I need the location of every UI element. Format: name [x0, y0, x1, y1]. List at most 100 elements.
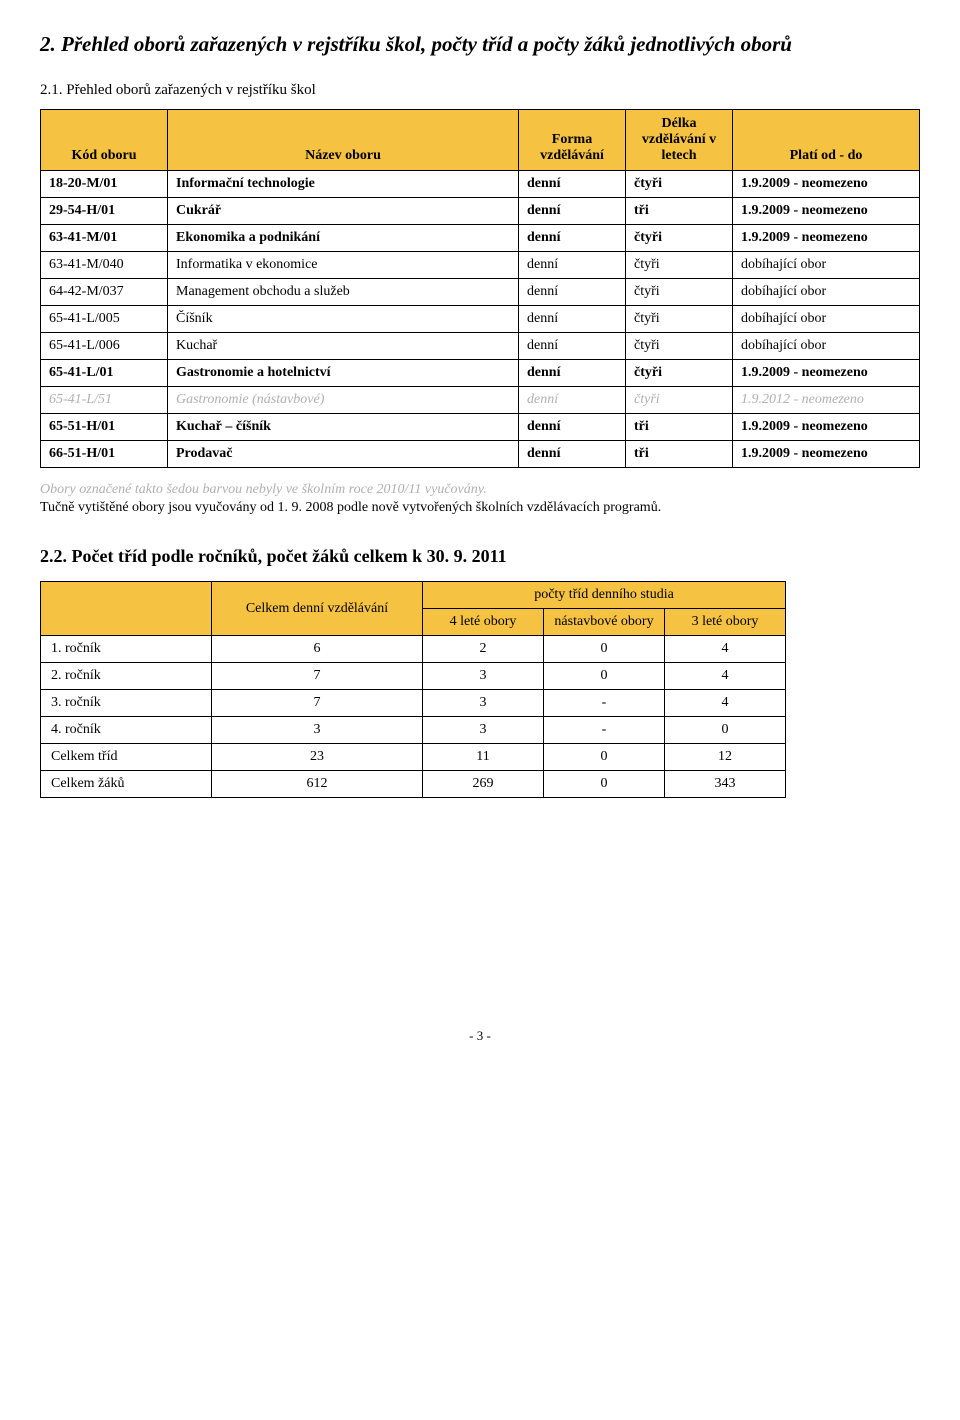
col-celkem: Celkem denní vzdělávání	[212, 582, 423, 636]
cell-nazev: Kuchař – číšník	[168, 414, 519, 441]
cell-nazev: Ekonomika a podnikání	[168, 225, 519, 252]
table-row: Celkem žáků6122690343	[41, 771, 786, 798]
cell-kod: 18-20-M/01	[41, 171, 168, 198]
sub-heading-1: 2.1. Přehled oborů zařazených v rejstřík…	[40, 82, 920, 99]
table-row: 1. ročník6204	[41, 636, 786, 663]
cell-celkem: 7	[212, 663, 423, 690]
col-kod: Kód oboru	[41, 110, 168, 171]
cell-plati: 1.9.2009 - neomezeno	[733, 441, 920, 468]
cell-plati: 1.9.2009 - neomezeno	[733, 414, 920, 441]
table-row: 63-41-M/040Informatika v ekonomicedenníč…	[41, 252, 920, 279]
table-row: 18-20-M/01Informační technologiedenníčty…	[41, 171, 920, 198]
table-row: 65-41-L/006Kuchařdenníčtyřidobíhající ob…	[41, 333, 920, 360]
cell-plati: 1.9.2009 - neomezeno	[733, 171, 920, 198]
col-3lete: 3 leté obory	[665, 609, 786, 636]
cell-kod: 65-41-L/01	[41, 360, 168, 387]
cell-c3: 12	[665, 744, 786, 771]
cell-forma: denní	[519, 306, 626, 333]
cell-nazev: Informační technologie	[168, 171, 519, 198]
cell-plati: dobíhající obor	[733, 279, 920, 306]
cell-nazev: Informatika v ekonomice	[168, 252, 519, 279]
cell-forma: denní	[519, 171, 626, 198]
cell-kod: 65-51-H/01	[41, 414, 168, 441]
table-row: 66-51-H/01Prodavačdennítři1.9.2009 - neo…	[41, 441, 920, 468]
cell-nast: 0	[544, 744, 665, 771]
cell-forma: denní	[519, 333, 626, 360]
col-forma: Forma vzdělávání	[519, 110, 626, 171]
table-row: 29-54-H/01Cukrářdennítři1.9.2009 - neome…	[41, 198, 920, 225]
cell-forma: denní	[519, 441, 626, 468]
table-row: 64-42-M/037Management obchodu a služebde…	[41, 279, 920, 306]
cell-forma: denní	[519, 252, 626, 279]
cell-forma: denní	[519, 279, 626, 306]
cell-kod: 65-41-L/005	[41, 306, 168, 333]
cell-c4: 3	[423, 663, 544, 690]
cell-forma: denní	[519, 198, 626, 225]
col-group-pocty: počty tříd denního studia	[423, 582, 786, 609]
cell-plati: 1.9.2009 - neomezeno	[733, 225, 920, 252]
table-row: 63-41-M/01Ekonomika a podnikánídenníčtyř…	[41, 225, 920, 252]
cell-celkem: 6	[212, 636, 423, 663]
table-row: 2. ročník7304	[41, 663, 786, 690]
table-row: 65-41-L/005Číšníkdenníčtyřidobíhající ob…	[41, 306, 920, 333]
cell-lbl: 4. ročník	[41, 717, 212, 744]
cell-forma: denní	[519, 387, 626, 414]
col-nazev: Název oboru	[168, 110, 519, 171]
cell-celkem: 612	[212, 771, 423, 798]
cell-delka: čtyři	[626, 360, 733, 387]
cell-delka: čtyři	[626, 387, 733, 414]
cell-c3: 343	[665, 771, 786, 798]
cell-nast: -	[544, 717, 665, 744]
cell-delka: čtyři	[626, 252, 733, 279]
cell-c4: 11	[423, 744, 544, 771]
cell-plati: dobíhající obor	[733, 333, 920, 360]
cell-plati: 1.9.2009 - neomezeno	[733, 198, 920, 225]
page-number: - 3 -	[40, 1028, 920, 1044]
cell-forma: denní	[519, 225, 626, 252]
cell-nazev: Kuchař	[168, 333, 519, 360]
table-row: Celkem tříd2311012	[41, 744, 786, 771]
cell-c4: 269	[423, 771, 544, 798]
blank-header	[41, 582, 212, 636]
col-nastavbove: nástavbové obory	[544, 609, 665, 636]
cell-kod: 29-54-H/01	[41, 198, 168, 225]
class-counts-table: Celkem denní vzdělávání počty tříd denní…	[40, 581, 786, 798]
col-delka: Délka vzdělávání v letech	[626, 110, 733, 171]
cell-plati: 1.9.2012 - neomezeno	[733, 387, 920, 414]
cell-delka: čtyři	[626, 279, 733, 306]
cell-c4: 2	[423, 636, 544, 663]
cell-nazev: Management obchodu a služeb	[168, 279, 519, 306]
cell-lbl: 1. ročník	[41, 636, 212, 663]
cell-nast: 0	[544, 771, 665, 798]
cell-nast: 0	[544, 663, 665, 690]
cell-lbl: Celkem žáků	[41, 771, 212, 798]
cell-lbl: 2. ročník	[41, 663, 212, 690]
main-heading: 2. Přehled oborů zařazených v rejstříku …	[40, 30, 920, 58]
cell-c4: 3	[423, 717, 544, 744]
cell-kod: 66-51-H/01	[41, 441, 168, 468]
cell-lbl: 3. ročník	[41, 690, 212, 717]
cell-delka: čtyři	[626, 225, 733, 252]
cell-nazev: Prodavač	[168, 441, 519, 468]
cell-nazev: Gastronomie (nástavbové)	[168, 387, 519, 414]
cell-kod: 65-41-L/006	[41, 333, 168, 360]
cell-delka: čtyři	[626, 333, 733, 360]
note-grey: Obory označené takto šedou barvou nebyly…	[40, 482, 920, 498]
cell-delka: čtyři	[626, 171, 733, 198]
table-row: 4. ročník33-0	[41, 717, 786, 744]
cell-nast: -	[544, 690, 665, 717]
programs-table: Kód oboru Název oboru Forma vzdělávání D…	[40, 109, 920, 468]
cell-c3: 4	[665, 636, 786, 663]
cell-delka: čtyři	[626, 306, 733, 333]
sub-heading-2: 2.2. Počet tříd podle ročníků, počet žák…	[40, 546, 920, 567]
cell-kod: 65-41-L/51	[41, 387, 168, 414]
note-bold-info: Tučně vytištěné obory jsou vyučovány od …	[40, 500, 920, 516]
cell-c3: 4	[665, 663, 786, 690]
cell-nazev: Číšník	[168, 306, 519, 333]
cell-plati: dobíhající obor	[733, 252, 920, 279]
cell-delka: tři	[626, 198, 733, 225]
cell-celkem: 23	[212, 744, 423, 771]
col-4lete: 4 leté obory	[423, 609, 544, 636]
table-row: 3. ročník73-4	[41, 690, 786, 717]
cell-lbl: Celkem tříd	[41, 744, 212, 771]
